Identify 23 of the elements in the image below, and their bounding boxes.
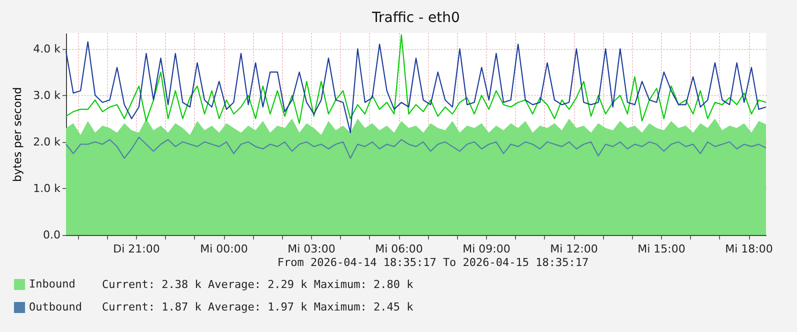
y-tick-label: 4.0 k [33, 42, 62, 56]
line-series [65, 136, 767, 159]
x-tick-label: Mi 12:00 [550, 242, 598, 256]
y-axis-title: bytes per second [11, 87, 24, 182]
text: Current: 1.87 k Average: 1.97 k Maximum: 2.45 k [102, 300, 414, 314]
x-tick-label: Mi 03:00 [288, 242, 336, 256]
text: From 2026-04-14 18:35:17 To 2026-04-15 18:35:17 [277, 256, 589, 269]
text: Current: 2.38 k Average: 2.29 k Maximum: 2.80 k [102, 278, 414, 291]
chart-title: Traffic - eth0 [371, 10, 460, 26]
x-tick-label: Mi 15:00 [638, 242, 686, 256]
legend-label: Inbound [29, 278, 76, 290]
x-tick-label: Mi 09:00 [462, 242, 510, 256]
y-tick-label: 1.0 k [33, 182, 62, 195]
y-tick-label: 3.0 k [33, 88, 62, 102]
legend-label: Outbound [29, 300, 82, 314]
y-tick-label: 0.0 [43, 228, 60, 242]
line-series [65, 34, 767, 124]
y-tick-label: 2.0 k [33, 135, 62, 148]
x-tick-label: Mi 06:00 [375, 242, 423, 256]
x-tick-label: Mi 00:00 [200, 242, 248, 256]
x-tick-label: Mi 18:00 [725, 242, 773, 256]
line-series [65, 41, 767, 134]
x-tick-label: Di 21:00 [113, 242, 160, 256]
